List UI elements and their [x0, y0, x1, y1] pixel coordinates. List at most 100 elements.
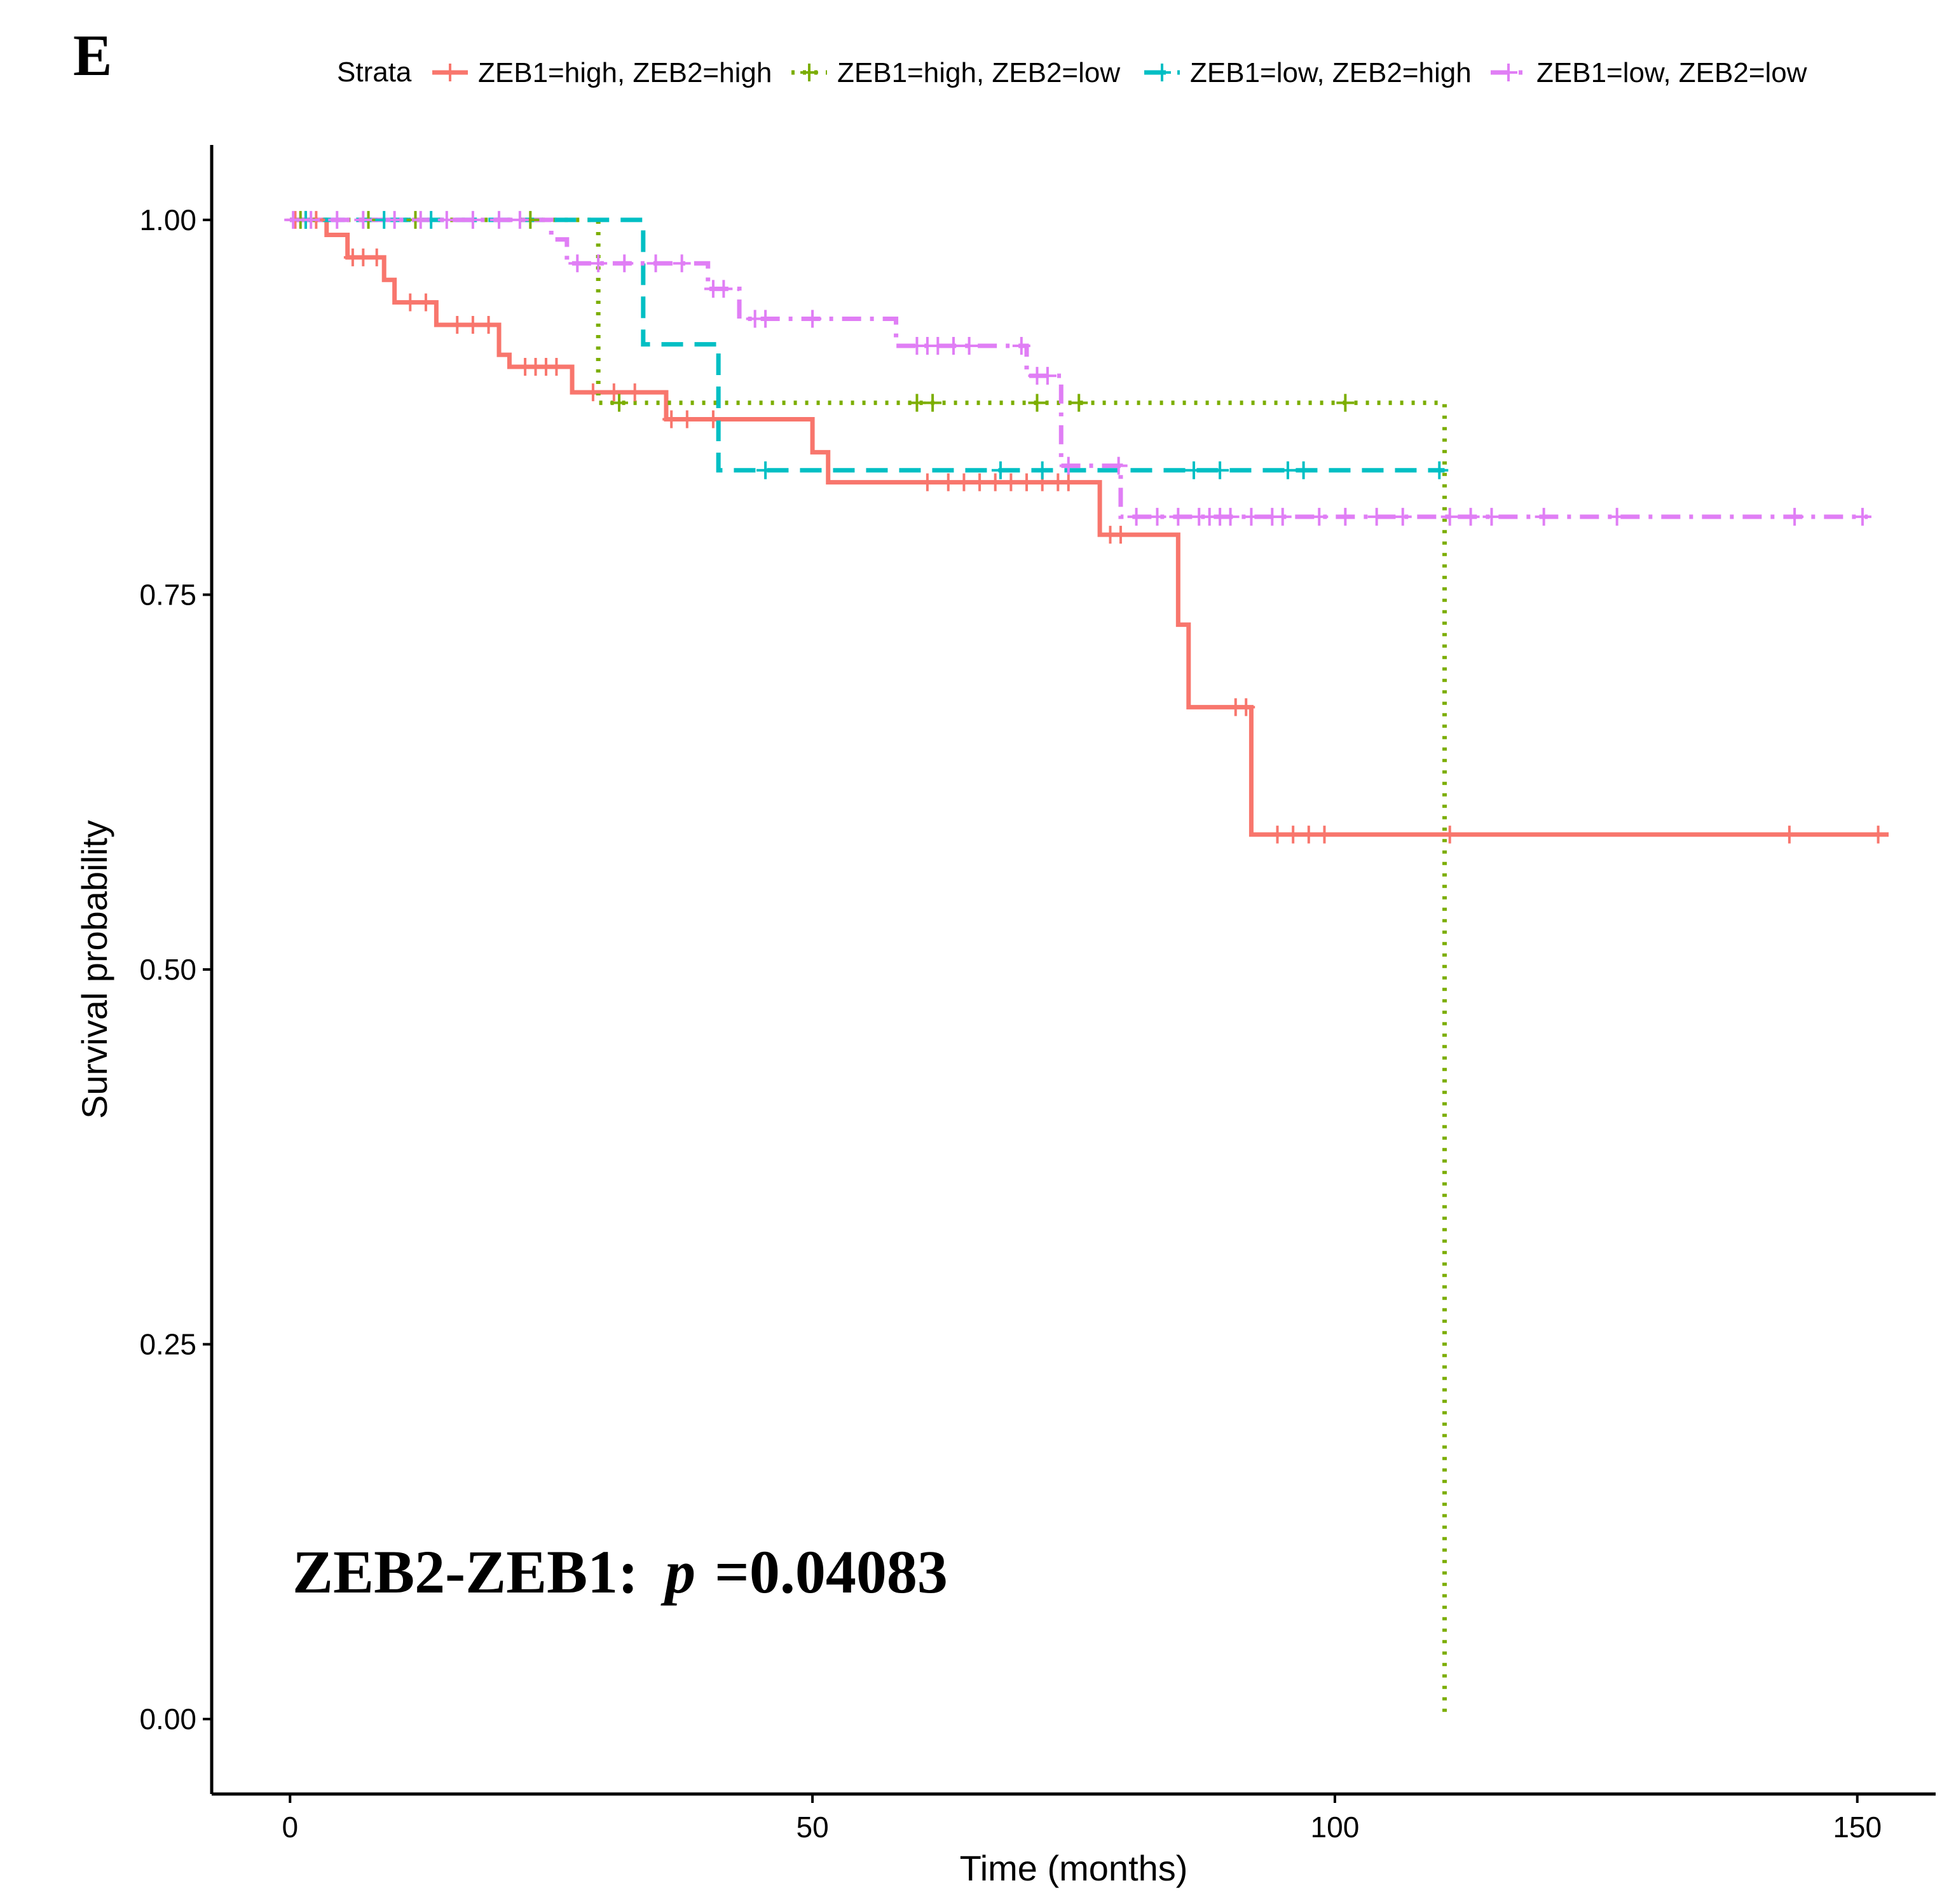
legend: Strata ZEB1=high, ZEB2=high ZEB1=high, ZE… — [337, 57, 1807, 88]
censor-mark — [416, 293, 435, 312]
legend-censor-mark — [800, 64, 818, 81]
legend-label: ZEB1=high, ZEB2=low — [837, 57, 1120, 88]
censor-mark — [615, 254, 634, 273]
censor-mark — [1780, 825, 1798, 844]
y-axis-ticks: 0.00 0.25 0.50 0.75 1.00 — [139, 203, 212, 1736]
censor-mark — [1109, 456, 1128, 475]
x-tick-label: 0 — [282, 1811, 298, 1844]
curve-zeb1-high-zeb2-low — [290, 217, 1447, 1720]
censor-mark — [463, 210, 482, 229]
censor-mark — [1211, 461, 1229, 479]
censor-mark — [1535, 507, 1553, 526]
censor-mark — [1059, 473, 1077, 491]
censor-mark — [986, 473, 1004, 491]
censor-mark — [626, 383, 644, 402]
censor-mark — [1294, 461, 1313, 479]
censor-mark — [662, 410, 681, 428]
censor-mark — [944, 336, 962, 355]
censor-mark — [929, 336, 947, 355]
censor-mark — [1336, 394, 1355, 412]
censor-mark — [510, 210, 529, 229]
censor-mark — [1059, 456, 1077, 475]
legend-censor-mark — [1153, 64, 1171, 81]
censor-mark — [756, 461, 775, 479]
censor-mark — [1869, 825, 1887, 844]
censor-mark — [589, 254, 608, 273]
censor-mark — [547, 358, 566, 376]
legend-censor-mark — [441, 64, 459, 81]
censor-mark — [1169, 507, 1187, 526]
censor-mark — [1033, 461, 1051, 479]
legend-title: Strata — [337, 57, 412, 88]
censor-mark — [918, 473, 936, 491]
y-tick-label: 1.00 — [139, 203, 196, 236]
x-tick-label: 100 — [1311, 1811, 1360, 1844]
legend-label: ZEB1=low, ZEB2=low — [1536, 57, 1807, 88]
censor-mark — [490, 210, 508, 229]
survival-curves — [290, 217, 1889, 1720]
censor-mark — [1310, 507, 1329, 526]
censor-mark — [1002, 473, 1020, 491]
censor-mark — [924, 394, 942, 412]
censor-mark — [704, 410, 722, 428]
censor-mark — [1440, 507, 1459, 526]
censor-mark — [1185, 461, 1203, 479]
censor-mark — [955, 473, 973, 491]
censor-mark — [1482, 507, 1501, 526]
legend-label: ZEB1=high, ZEB2=high — [478, 57, 772, 88]
censor-mark — [367, 248, 386, 266]
censor-mark — [302, 210, 320, 229]
censor-mark — [1221, 507, 1240, 526]
censor-mark — [1430, 461, 1449, 479]
x-axis-title: Time (months) — [960, 1848, 1188, 1888]
censor-mark — [411, 210, 430, 229]
p-value-annotation: ZEB2-ZEB1: p =0.04083 — [292, 1538, 948, 1606]
censor-mark — [1299, 825, 1318, 844]
censor-mark — [1148, 507, 1166, 526]
censor-mark — [971, 473, 989, 491]
censor-mark — [448, 315, 467, 334]
censor-mark — [1111, 526, 1130, 544]
censor-mark — [960, 336, 978, 355]
x-tick-label: 50 — [797, 1811, 829, 1844]
censor-mark — [385, 210, 404, 229]
censor-mark — [1070, 394, 1088, 412]
censor-mark — [1461, 507, 1480, 526]
y-tick-label: 0.00 — [139, 1702, 196, 1736]
censor-mark — [1315, 825, 1334, 844]
censor-mark — [1393, 507, 1412, 526]
censor-mark — [1367, 507, 1386, 526]
censor-mark — [1278, 461, 1297, 479]
annotation-label: ZEB2-ZEB1: — [292, 1538, 638, 1606]
censor-mark — [756, 310, 775, 328]
censor-mark — [991, 461, 1009, 479]
x-tick-label: 150 — [1833, 1811, 1882, 1844]
censor-mark — [479, 315, 498, 334]
censor-mark — [610, 394, 629, 412]
curve-zeb1-low-zeb2-high — [290, 217, 1445, 473]
censor-mark — [1018, 473, 1036, 491]
censor-mark — [401, 293, 420, 312]
censor-mark — [1284, 825, 1303, 844]
panel-label: E — [73, 23, 112, 88]
censor-mark — [804, 310, 822, 328]
censor-mark — [1336, 507, 1355, 526]
censor-mark — [437, 210, 456, 229]
censor-mark — [646, 254, 665, 273]
censor-mark — [673, 254, 691, 273]
censor-mark — [354, 210, 373, 229]
censor-mark — [1237, 698, 1255, 716]
censor-mark — [715, 280, 733, 298]
legend-censor-mark — [1500, 64, 1517, 81]
censor-mark — [568, 254, 587, 273]
annotation-p-value: =0.04083 — [715, 1538, 948, 1606]
censor-mark — [284, 210, 303, 229]
legend-label: ZEB1=low, ZEB2=high — [1190, 57, 1472, 88]
censor-mark — [1608, 507, 1626, 526]
y-axis-title: Survival probability — [74, 820, 114, 1119]
curve-zeb1-high-zeb2-high — [290, 217, 1889, 837]
y-tick-label: 0.75 — [139, 578, 196, 611]
censor-mark — [1038, 367, 1057, 385]
censor-mark — [1012, 336, 1030, 355]
